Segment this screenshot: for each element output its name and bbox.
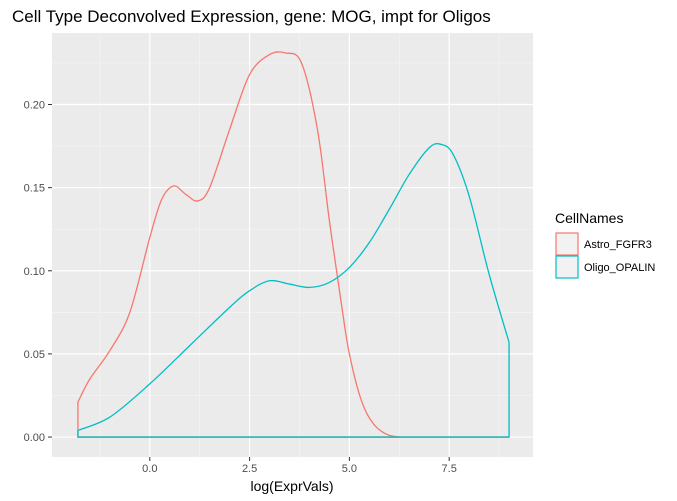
legend-label-astro_fgfr3: Astro_FGFR3 bbox=[584, 239, 652, 251]
x-tick-label: 0.0 bbox=[142, 463, 157, 475]
x-tick-label: 5.0 bbox=[342, 463, 357, 475]
series-layer bbox=[77, 51, 510, 438]
chart-title: Cell Type Deconvolved Expression, gene: … bbox=[12, 7, 491, 26]
y-tick-label: 0.15 bbox=[24, 183, 45, 195]
y-tick-label: 0.00 bbox=[24, 432, 45, 444]
x-tick-label: 2.5 bbox=[242, 463, 257, 475]
legend: CellNames Astro_FGFR3 Oligo_OPALIN bbox=[555, 210, 655, 279]
density-line-oligo_opalin bbox=[77, 143, 510, 438]
x-axis: 0.0 2.5 5.0 7.5 bbox=[142, 457, 457, 475]
legend-title: CellNames bbox=[555, 210, 623, 226]
y-axis: 0.00 0.05 0.10 0.15 0.20 bbox=[24, 99, 52, 444]
legend-key-astro_fgfr3 bbox=[555, 232, 579, 256]
x-tick-label: 7.5 bbox=[442, 463, 457, 475]
plot-panel bbox=[52, 33, 533, 457]
density-line-astro_fgfr3 bbox=[77, 51, 510, 438]
y-tick-label: 0.10 bbox=[24, 266, 45, 278]
legend-label-oligo_opalin: Oligo_OPALIN bbox=[584, 262, 655, 274]
y-tick-label: 0.20 bbox=[24, 99, 45, 111]
x-axis-title: log(ExprVals) bbox=[251, 478, 334, 494]
legend-key-oligo_opalin bbox=[555, 255, 579, 279]
y-tick-label: 0.05 bbox=[24, 349, 45, 361]
grid-lines bbox=[52, 33, 533, 457]
